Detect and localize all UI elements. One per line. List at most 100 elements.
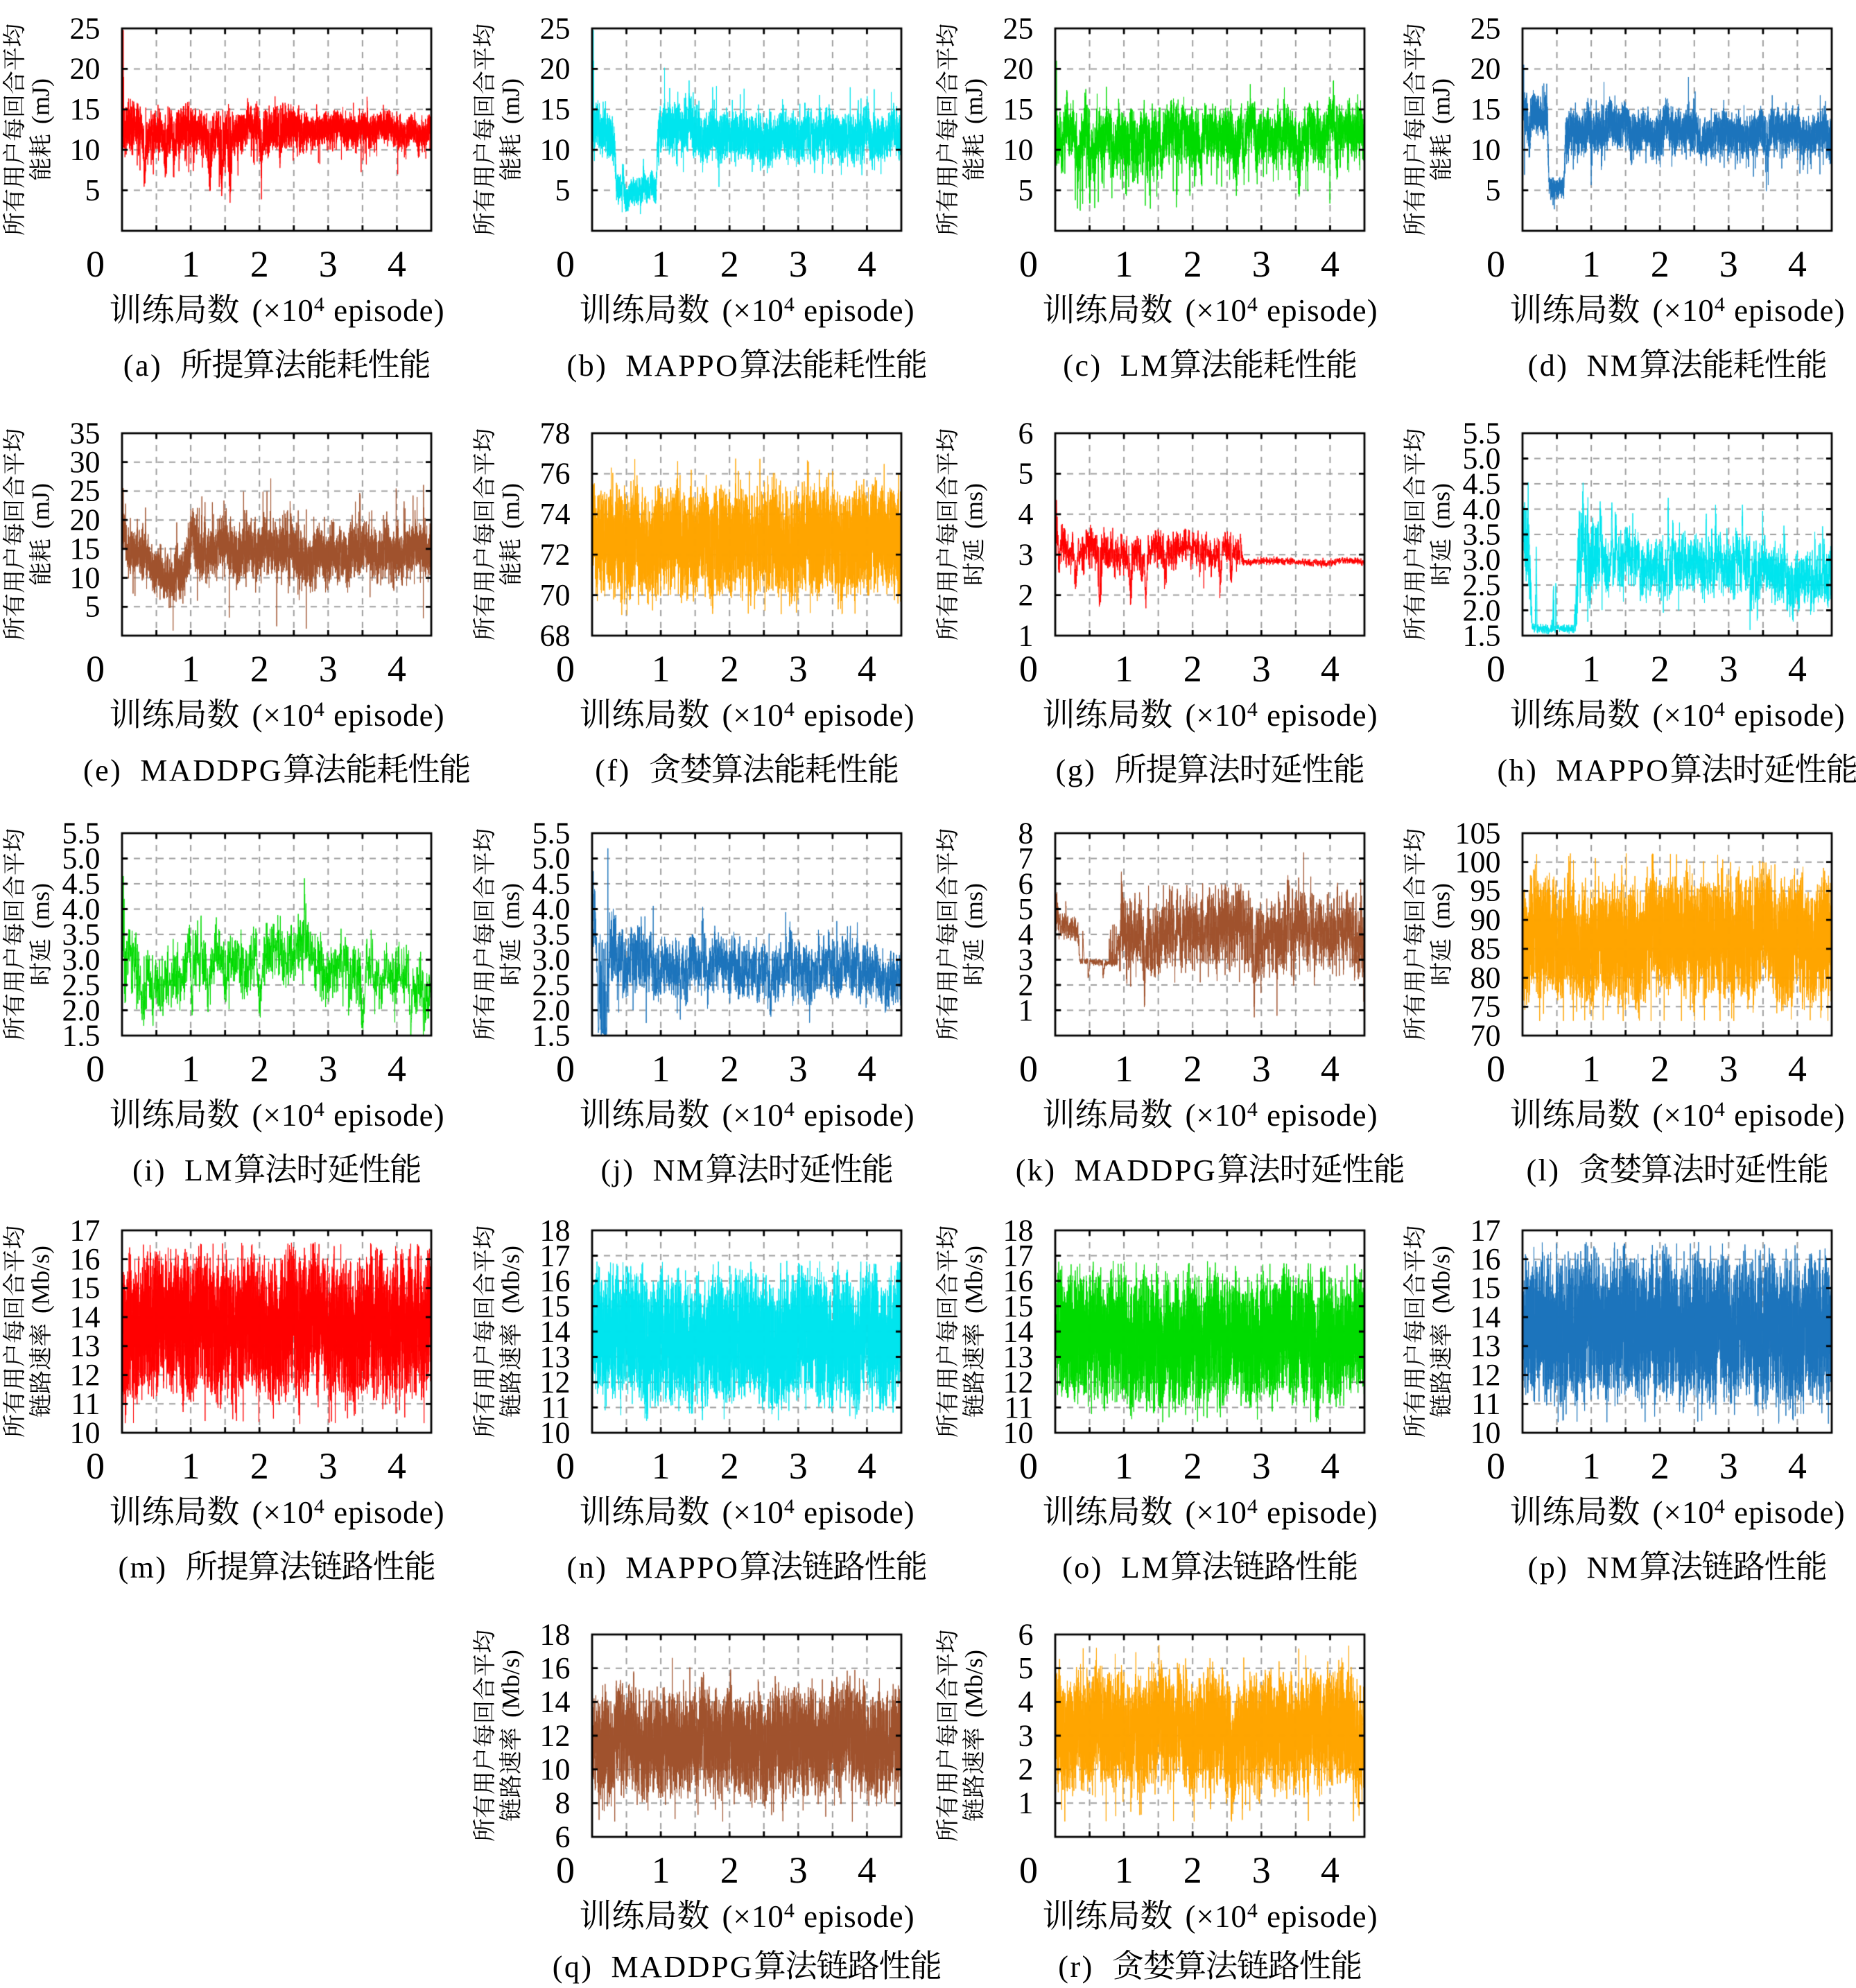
svg-text:14: 14 [1471, 1300, 1501, 1334]
svg-text:70: 70 [1471, 1018, 1501, 1052]
svg-text:10: 10 [1471, 133, 1501, 167]
svg-text:1: 1 [1115, 1048, 1134, 1090]
svg-text:5.0: 5.0 [62, 842, 101, 875]
svg-text:20: 20 [70, 52, 101, 86]
svg-text:17: 17 [1003, 1239, 1034, 1273]
svg-text:4: 4 [388, 1048, 406, 1090]
svg-text:25: 25 [540, 11, 571, 45]
svg-text:2.5: 2.5 [1463, 568, 1501, 602]
svg-text:4: 4 [1321, 1849, 1339, 1891]
svg-text:3.5: 3.5 [532, 917, 571, 951]
svg-text:2: 2 [720, 1849, 739, 1891]
svg-text:3: 3 [1719, 648, 1738, 690]
svg-text:0: 0 [1486, 648, 1505, 690]
svg-text:LM: LM [184, 1153, 234, 1187]
svg-text:15: 15 [1003, 1289, 1034, 1323]
svg-text:4: 4 [1788, 1445, 1807, 1487]
svg-text:0: 0 [86, 648, 105, 690]
svg-text:15: 15 [70, 1271, 101, 1305]
svg-text:6: 6 [555, 1820, 571, 1854]
svg-text:3.0: 3.0 [532, 943, 571, 977]
svg-text:8: 8 [1018, 816, 1034, 850]
svg-text:18: 18 [540, 1617, 571, 1651]
svg-text:3.5: 3.5 [1463, 517, 1501, 551]
svg-text:4.5: 4.5 [1463, 467, 1501, 500]
svg-text:2.5: 2.5 [532, 968, 571, 1002]
svg-text:35: 35 [70, 416, 101, 450]
svg-text:12: 12 [1003, 1365, 1034, 1399]
svg-text:6: 6 [1018, 416, 1034, 450]
svg-text:4: 4 [858, 1849, 876, 1891]
svg-text:4: 4 [1321, 1048, 1339, 1090]
svg-text:MAPPO: MAPPO [1556, 753, 1669, 787]
svg-text:1: 1 [652, 648, 670, 690]
svg-text:0: 0 [556, 1048, 575, 1090]
svg-text:3: 3 [1018, 1718, 1034, 1752]
svg-text:4.5: 4.5 [62, 866, 101, 900]
svg-text:1: 1 [1582, 648, 1601, 690]
svg-text:75: 75 [1471, 990, 1501, 1024]
svg-text:3: 3 [1018, 943, 1034, 977]
svg-text:3.5: 3.5 [62, 917, 101, 951]
svg-text:2: 2 [720, 648, 739, 690]
svg-text:2: 2 [1651, 648, 1669, 690]
svg-text:LM: LM [1120, 349, 1170, 383]
svg-text:4.0: 4.0 [532, 892, 571, 926]
svg-text:5: 5 [1486, 173, 1501, 207]
svg-text:17: 17 [1471, 1213, 1501, 1247]
svg-text:74: 74 [540, 497, 571, 531]
svg-text:2: 2 [1183, 243, 1202, 285]
svg-text:3: 3 [319, 1445, 338, 1487]
svg-text:5: 5 [1018, 173, 1034, 207]
svg-text:1: 1 [182, 648, 200, 690]
svg-text:2: 2 [1651, 1048, 1669, 1090]
svg-text:5: 5 [85, 173, 101, 207]
svg-text:4: 4 [388, 243, 406, 285]
svg-text:12: 12 [540, 1718, 571, 1752]
svg-text:5: 5 [1018, 1651, 1034, 1685]
svg-text:14: 14 [70, 1300, 101, 1334]
svg-text:(l): (l) [1527, 1153, 1561, 1187]
svg-text:15: 15 [1471, 92, 1501, 126]
svg-text:(j): (j) [601, 1153, 635, 1187]
svg-text:5.5: 5.5 [532, 816, 571, 850]
svg-text:12: 12 [1471, 1358, 1501, 1392]
svg-text:7: 7 [1018, 842, 1034, 875]
svg-text:14: 14 [1003, 1314, 1034, 1348]
svg-text:78: 78 [540, 416, 571, 450]
svg-text:3: 3 [319, 1048, 338, 1090]
svg-text:10: 10 [540, 1752, 571, 1786]
svg-text:1.5: 1.5 [1463, 618, 1501, 652]
svg-text:1: 1 [1115, 243, 1134, 285]
svg-text:2: 2 [250, 1048, 269, 1090]
svg-text:25: 25 [70, 11, 101, 45]
svg-text:13: 13 [70, 1329, 101, 1363]
svg-text:0: 0 [556, 1849, 575, 1891]
svg-text:4: 4 [1321, 243, 1339, 285]
svg-text:4.0: 4.0 [62, 892, 101, 926]
svg-text:3: 3 [1252, 1445, 1271, 1487]
svg-text:(i): (i) [132, 1153, 166, 1187]
svg-text:3: 3 [1719, 243, 1738, 285]
svg-text:1: 1 [182, 1048, 200, 1090]
svg-text:13: 13 [540, 1340, 571, 1374]
svg-text:2.0: 2.0 [1463, 593, 1501, 627]
svg-text:3: 3 [1252, 1849, 1271, 1891]
svg-text:(b): (b) [567, 349, 608, 383]
svg-text:2: 2 [720, 1445, 739, 1487]
svg-text:1.5: 1.5 [62, 1018, 101, 1052]
svg-text:2: 2 [250, 648, 269, 690]
svg-text:14: 14 [540, 1314, 571, 1348]
svg-text:2: 2 [250, 243, 269, 285]
svg-text:2: 2 [1183, 1048, 1202, 1090]
svg-text:2: 2 [1651, 243, 1669, 285]
svg-text:13: 13 [1471, 1329, 1501, 1363]
svg-text:16: 16 [1471, 1242, 1501, 1276]
svg-text:0: 0 [1019, 1048, 1038, 1090]
svg-text:5: 5 [555, 173, 571, 207]
svg-text:1: 1 [182, 1445, 200, 1487]
svg-text:2.0: 2.0 [532, 993, 571, 1027]
svg-text:4: 4 [1321, 1445, 1339, 1487]
svg-text:0: 0 [1019, 243, 1038, 285]
svg-text:3: 3 [1252, 1048, 1271, 1090]
